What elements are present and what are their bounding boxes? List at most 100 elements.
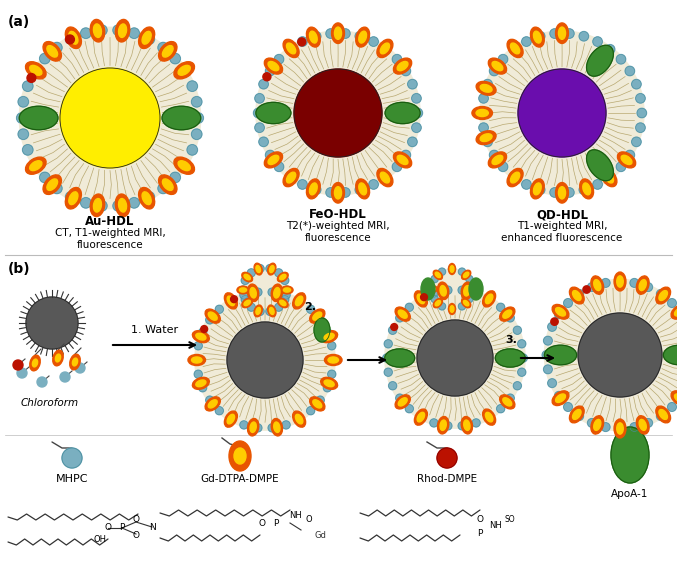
Circle shape [625,66,634,76]
Circle shape [266,308,274,315]
Circle shape [413,108,422,118]
Ellipse shape [377,168,393,186]
Ellipse shape [324,355,342,366]
Ellipse shape [480,85,492,92]
Ellipse shape [397,155,408,165]
Ellipse shape [118,24,127,38]
Ellipse shape [26,157,46,174]
Ellipse shape [90,19,105,42]
Circle shape [401,151,410,160]
Ellipse shape [355,179,370,199]
Ellipse shape [174,157,194,174]
Circle shape [198,384,206,392]
Ellipse shape [26,62,46,79]
Text: CT, T1-weighted MRI,
fluorescence: CT, T1-weighted MRI, fluorescence [55,228,165,249]
Ellipse shape [421,278,435,300]
Ellipse shape [139,27,154,48]
Circle shape [448,265,456,273]
Circle shape [281,296,289,303]
Circle shape [285,45,294,54]
Circle shape [241,276,249,285]
Circle shape [215,407,223,415]
Ellipse shape [332,182,345,203]
Circle shape [392,55,401,64]
Ellipse shape [552,305,569,319]
Circle shape [485,295,493,303]
Ellipse shape [614,419,626,438]
Circle shape [275,269,283,277]
Circle shape [522,180,531,189]
Circle shape [485,413,493,421]
Ellipse shape [281,286,293,294]
Circle shape [615,277,624,286]
Ellipse shape [663,345,677,365]
Circle shape [506,314,515,322]
Circle shape [479,123,488,132]
Ellipse shape [636,416,649,434]
Ellipse shape [209,400,217,408]
Circle shape [385,288,525,428]
Circle shape [62,448,82,468]
Circle shape [243,268,287,312]
Ellipse shape [280,300,286,306]
Ellipse shape [359,183,366,195]
Text: OH: OH [93,536,106,544]
Circle shape [158,183,169,193]
Ellipse shape [559,186,565,199]
Circle shape [40,54,50,64]
Ellipse shape [256,308,261,315]
Ellipse shape [417,412,424,422]
Ellipse shape [224,293,238,309]
Ellipse shape [503,397,512,406]
Ellipse shape [533,183,541,195]
Circle shape [37,377,47,387]
Ellipse shape [32,359,38,367]
Ellipse shape [594,280,601,290]
Circle shape [97,201,107,211]
Circle shape [206,396,214,404]
Circle shape [240,291,248,299]
Ellipse shape [328,357,338,363]
Ellipse shape [90,194,105,216]
Ellipse shape [488,58,506,74]
Text: N: N [149,523,156,532]
Circle shape [601,423,610,432]
Circle shape [544,279,677,430]
Ellipse shape [274,288,280,298]
Circle shape [417,295,425,303]
Circle shape [51,183,62,193]
Ellipse shape [377,39,393,58]
Ellipse shape [278,298,288,308]
Ellipse shape [437,416,449,434]
Ellipse shape [292,411,305,427]
Ellipse shape [93,199,102,212]
Ellipse shape [205,309,220,323]
Text: Chloroform: Chloroform [21,398,79,408]
Circle shape [328,342,336,350]
Circle shape [194,370,202,378]
Circle shape [187,81,198,91]
Circle shape [636,123,645,132]
Ellipse shape [115,19,130,42]
Circle shape [355,32,364,41]
Circle shape [668,299,676,308]
Ellipse shape [569,287,584,304]
Ellipse shape [583,183,590,195]
Ellipse shape [469,278,483,300]
Circle shape [431,275,438,283]
Circle shape [170,172,180,183]
Circle shape [406,405,414,413]
Ellipse shape [559,27,565,39]
Circle shape [298,38,306,46]
Ellipse shape [601,168,617,186]
Circle shape [522,37,531,46]
Circle shape [40,172,50,183]
Circle shape [295,297,303,305]
Ellipse shape [468,287,475,291]
Circle shape [263,73,271,81]
Circle shape [193,113,203,123]
Circle shape [616,162,626,172]
Ellipse shape [552,391,569,406]
Circle shape [281,276,289,285]
Ellipse shape [496,349,525,367]
